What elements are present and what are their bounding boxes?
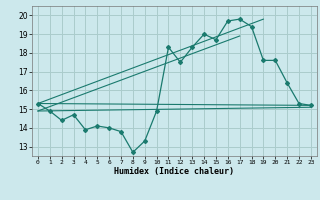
X-axis label: Humidex (Indice chaleur): Humidex (Indice chaleur)	[115, 167, 234, 176]
